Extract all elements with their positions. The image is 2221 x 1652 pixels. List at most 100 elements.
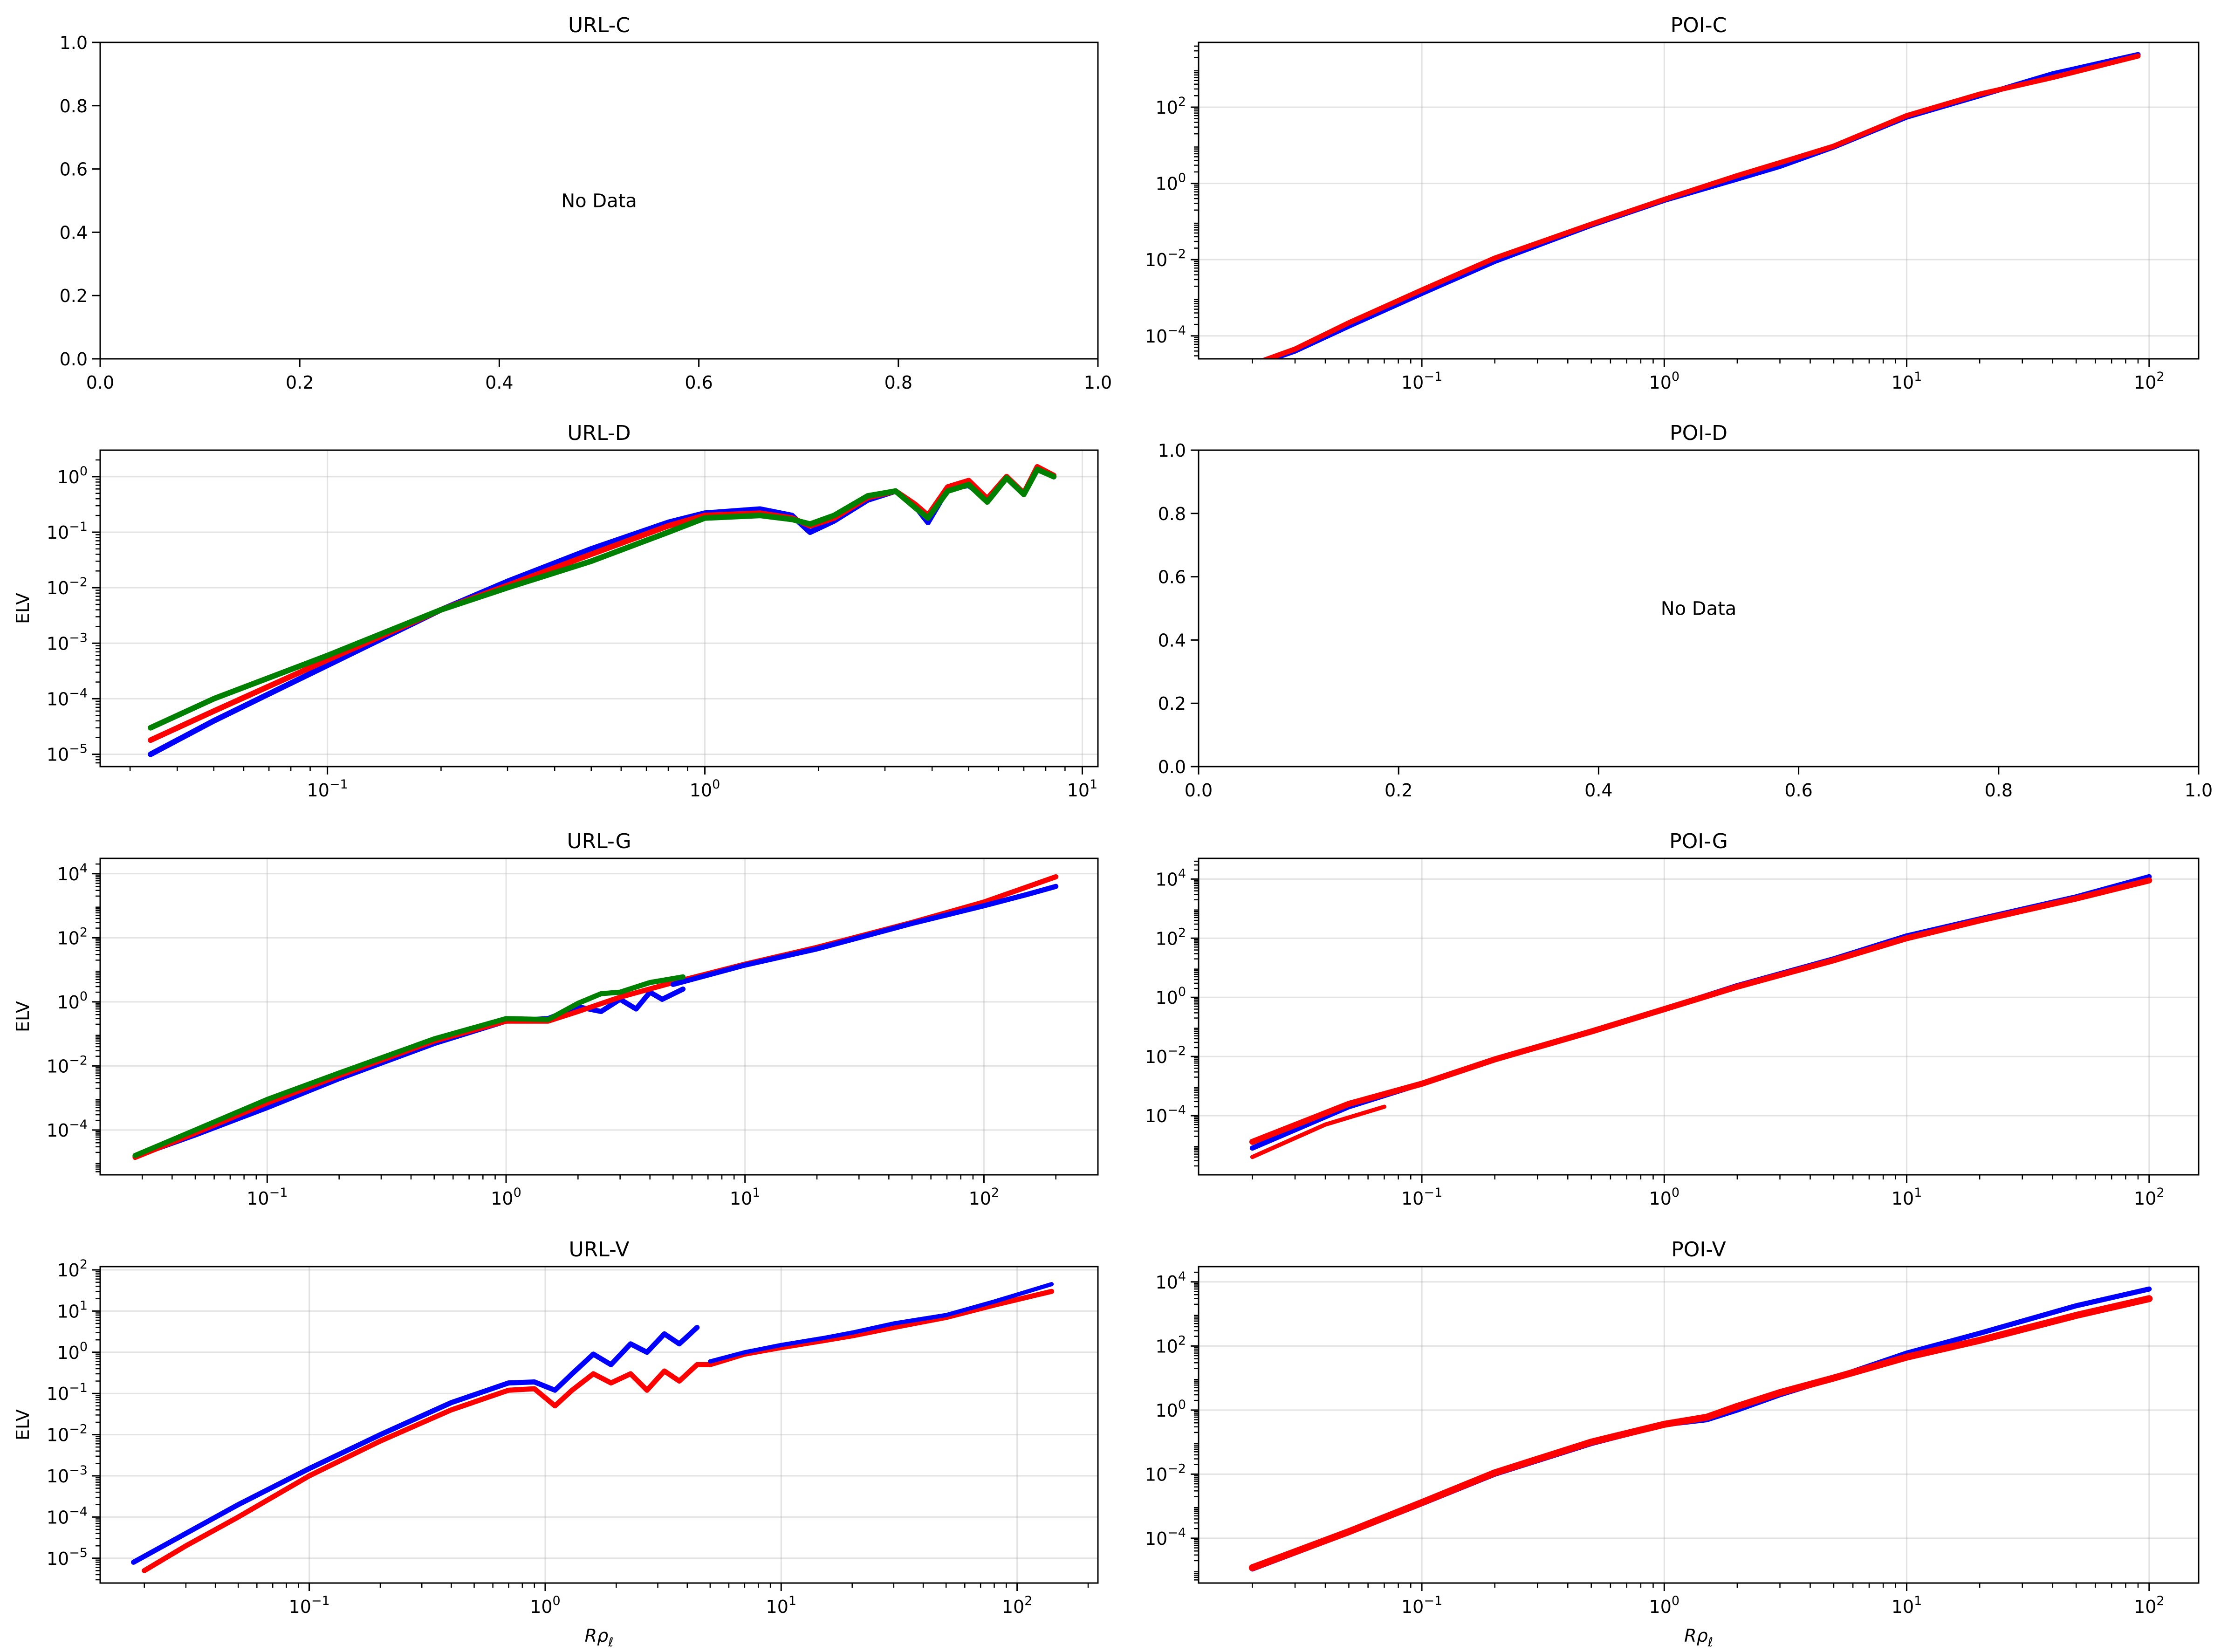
x-tick-label: 0.8 [884, 372, 912, 393]
x-tick-label: 1.0 [1084, 372, 1112, 393]
x-tick-label: 101 [1067, 777, 1098, 801]
y-tick-label: 100 [57, 464, 88, 487]
y-tick-label: 104 [57, 861, 88, 884]
y-tick-label: 10−1 [47, 1381, 88, 1404]
series-line-red [1260, 53, 2141, 359]
y-tick-label: 0.8 [60, 96, 88, 117]
y-tick-label: 100 [1155, 985, 1186, 1008]
x-tick-label: 10−1 [247, 1186, 288, 1209]
y-tick-label: 10−2 [47, 1053, 88, 1076]
x-tick-label: 0.2 [1385, 780, 1412, 801]
axes-frame [99, 41, 1099, 360]
x-tick-label: 10−1 [289, 1594, 330, 1617]
x-tick-label: 100 [1649, 1594, 1680, 1617]
y-tick-label: 10−4 [47, 1117, 88, 1141]
series-line-red [1249, 877, 2152, 1145]
subplot-poid: 0.0 0.2 0.4 0.6 0.8 1.0 0.0 0.2 0.4 0.6 0.8 1.0 POI-… [1158, 421, 2213, 801]
y-tick-label: 100 [1155, 171, 1186, 194]
y-tick-label: 0.4 [60, 222, 88, 243]
y-tick-label: 102 [57, 925, 88, 948]
x-tick-label: 100 [530, 1594, 561, 1617]
axes-frame [99, 1266, 1099, 1584]
axes-frame [1198, 1266, 2200, 1584]
y-tick-label: 10−2 [1145, 1461, 1186, 1485]
y-tick-label: 0.2 [60, 286, 88, 306]
x-tick-label: 102 [1002, 1594, 1033, 1617]
no-data-label: No Data [1661, 598, 1737, 620]
x-tick-label: 0.8 [1985, 780, 2013, 801]
y-tick-label: 102 [57, 1257, 88, 1281]
y-tick-label: 100 [57, 1340, 88, 1363]
series-line-blue [131, 1325, 700, 1565]
y-tick-label: 10−1 [47, 520, 88, 543]
y-tick-label: 10−4 [1145, 323, 1186, 347]
y-tick-label: 10−2 [47, 575, 88, 598]
x-tick-label: 0.6 [1784, 780, 1812, 801]
y-tick-label: 0.8 [1158, 504, 1186, 524]
axes-frame [1198, 41, 2200, 360]
y-tick-label: 102 [1155, 95, 1186, 118]
y-tick-label: 10−2 [1145, 247, 1186, 270]
subplot-urlc: 0.0 0.2 0.4 0.6 0.8 1.0 0.0 0.2 0.4 0.6 0.8 1.0 URL-… [60, 14, 1112, 393]
series-line-red [1248, 1295, 2153, 1571]
y-tick-label: 10−3 [47, 631, 88, 654]
y-tick-label: 104 [1155, 1269, 1186, 1293]
x-tick-label: 0.4 [1584, 780, 1612, 801]
subplot-title: URL-D [567, 421, 631, 445]
y-tick-label: 10−4 [1145, 1526, 1186, 1549]
subplot-urlg: 10−1 100 101 102 10−4 10−2 100 102 104 URL-G ELV [13, 829, 1099, 1209]
y-tick-label: 100 [1155, 1398, 1186, 1421]
series-line-red [132, 874, 1059, 1160]
series-line-green [132, 974, 686, 1158]
series-line-blue [1249, 874, 2152, 1151]
y-axis-label: ELV [13, 1409, 33, 1440]
series-line-blue [132, 987, 686, 1159]
y-tick-label: 10−2 [47, 1422, 88, 1446]
y-axis-label: ELV [13, 593, 33, 624]
y-tick-label: 104 [1155, 866, 1186, 890]
axes-frame [1198, 857, 2200, 1176]
y-tick-label: 10−5 [47, 1546, 88, 1569]
x-axis-label: Rρℓ [585, 1625, 614, 1650]
subplot-poig: 10−1 100 101 102 10−4 10−2 100 102 104 POI-G [1145, 829, 2200, 1209]
x-tick-label: 10−1 [307, 777, 348, 801]
x-tick-label: 102 [969, 1186, 1000, 1209]
x-tick-label: 0.6 [685, 372, 713, 393]
x-tick-label: 10−1 [1401, 1186, 1442, 1209]
y-tick-label: 101 [57, 1298, 88, 1322]
series-line-red [142, 1289, 1055, 1573]
y-tick-label: 10−4 [1145, 1103, 1186, 1126]
x-tick-label: 102 [2134, 370, 2165, 393]
y-tick-label: 102 [1155, 1333, 1186, 1357]
y-tick-label: 10−3 [47, 1463, 88, 1487]
y-tick-label: 102 [1155, 925, 1186, 949]
x-tick-label: 10−1 [1401, 1594, 1442, 1617]
series-line-blue [708, 1282, 1054, 1364]
y-tick-label: 10−4 [47, 1504, 88, 1528]
x-tick-label: 101 [1892, 1186, 1922, 1209]
x-tick-label: 100 [1649, 1186, 1680, 1209]
x-tick-label: 102 [2134, 1186, 2165, 1209]
x-tick-label: 102 [2134, 1594, 2165, 1617]
axes-frame [99, 449, 1099, 768]
series-line-green [148, 466, 1057, 731]
y-tick-label: 1.0 [1158, 440, 1186, 461]
x-tick-label: 101 [730, 1186, 761, 1209]
subplot-urlv: 10−1 100 101 102 10−5 10−4 10−3 10−2 10−1 100 101 1… [13, 1238, 1099, 1650]
y-tick-label: 0.0 [1158, 757, 1186, 777]
x-tick-label: 101 [1892, 1594, 1922, 1617]
x-tick-label: 10−1 [1401, 370, 1442, 393]
series-line-blue [1264, 52, 2141, 359]
y-axis-label: ELV [13, 1001, 33, 1032]
x-tick-label: 100 [690, 777, 720, 801]
subplot-title: URL-V [569, 1238, 630, 1261]
x-tick-label: 0.0 [86, 372, 114, 393]
x-tick-label: 100 [1649, 370, 1680, 393]
series-line-blue [670, 884, 1059, 987]
y-tick-label: 0.2 [1158, 693, 1186, 714]
x-axis-label: Rρℓ [1684, 1625, 1713, 1650]
x-tick-label: 100 [491, 1186, 521, 1209]
x-tick-label: 101 [1892, 370, 1922, 393]
subplot-title: URL-G [567, 829, 631, 853]
axes-frame [99, 857, 1099, 1176]
